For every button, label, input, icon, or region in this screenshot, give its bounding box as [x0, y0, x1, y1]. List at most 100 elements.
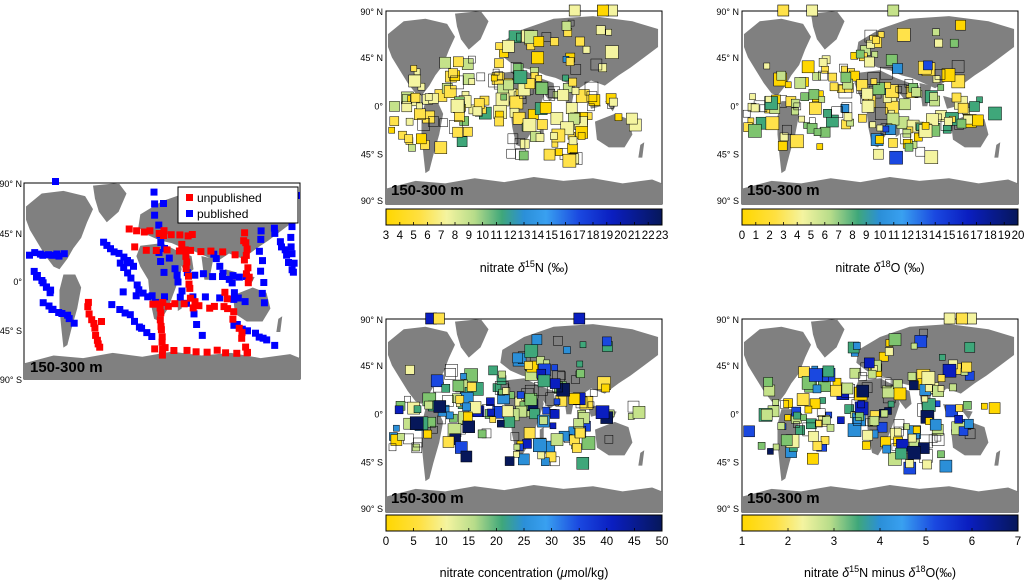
coverage-map: 150-300 m 90° N 45° N 0° 45° S 90° S unp… — [0, 178, 301, 385]
data-square — [791, 107, 799, 116]
published-station — [39, 251, 47, 259]
data-square — [494, 381, 509, 395]
data-square — [847, 423, 862, 437]
data-square — [417, 118, 430, 131]
unpublished-station — [235, 324, 243, 332]
published-station — [252, 329, 259, 337]
unpublished-station — [88, 316, 96, 324]
data-square — [494, 58, 504, 68]
published-station — [176, 293, 184, 301]
coverage-lat-label-0: 0° — [13, 277, 22, 287]
data-square — [539, 416, 548, 425]
published-station — [130, 262, 137, 270]
data-square — [742, 109, 751, 118]
lat-label: 90° N — [360, 7, 383, 17]
data-square — [568, 393, 581, 405]
colorbar-tick-label: 13 — [518, 230, 531, 242]
unpublished-station — [146, 227, 154, 235]
data-square — [388, 126, 395, 134]
data-square — [535, 75, 543, 82]
data-square — [535, 133, 545, 142]
data-square — [412, 443, 420, 452]
unpublished-station — [167, 231, 175, 239]
unpublished-station — [229, 315, 237, 323]
data-square — [537, 119, 548, 130]
data-square — [882, 444, 891, 454]
data-square — [413, 437, 423, 448]
data-square — [869, 416, 880, 426]
data-square — [869, 121, 876, 129]
data-square — [405, 365, 415, 375]
depth-label: 150-300 m — [391, 182, 464, 199]
colorbar-tick-label: 6 — [822, 230, 828, 242]
data-square — [822, 365, 835, 378]
data-square — [408, 74, 421, 88]
colorbar-tick-label: 14 — [531, 230, 544, 242]
data-square — [550, 37, 559, 46]
published-station — [288, 223, 296, 231]
data-square — [772, 399, 779, 406]
colorbar-tick-label: 16 — [956, 230, 969, 242]
unpublished-station — [233, 349, 241, 357]
data-square — [888, 138, 898, 148]
colorbar-tick-label: 50 — [656, 536, 669, 548]
data-square — [809, 398, 821, 410]
data-square — [849, 367, 861, 379]
published-station — [271, 229, 279, 237]
data-square — [857, 400, 865, 409]
data-square — [579, 341, 587, 348]
published-station — [126, 311, 134, 319]
colorbar-tick-label: 18 — [587, 230, 600, 242]
data-square — [889, 150, 903, 165]
published-station — [157, 258, 165, 265]
published-station — [31, 249, 39, 257]
map-panel-d15n: 150-300 m 90° N 45° N 0° 45° S 90° S 3 4 5 6 7 8 9 10… — [360, 4, 668, 275]
data-square — [793, 411, 801, 420]
published-station — [115, 249, 123, 257]
published-station — [257, 235, 265, 243]
data-square — [963, 401, 972, 410]
published-station — [183, 269, 191, 277]
published-station — [116, 306, 124, 313]
coverage-lat-label-45n: 45° N — [0, 229, 22, 239]
coverage-depth-label: 150-300 m — [30, 359, 103, 376]
colorbar-tick-label: 14 — [929, 230, 942, 242]
unpublished-station — [163, 246, 171, 254]
unpublished-station — [149, 300, 157, 308]
data-square — [864, 56, 875, 68]
data-square — [856, 384, 869, 398]
published-station — [58, 310, 66, 317]
published-station — [173, 271, 181, 279]
data-square — [492, 68, 500, 76]
published-station — [151, 200, 159, 208]
unpublished-station — [178, 240, 186, 248]
data-square — [887, 4, 900, 17]
published-station — [110, 248, 118, 256]
data-square — [875, 135, 884, 144]
data-square — [783, 398, 793, 408]
data-square — [806, 418, 817, 430]
colorbar-caption: nitrate δ15N (‰) — [480, 259, 569, 275]
colorbar-tick-label: 19 — [600, 230, 613, 242]
published-station — [257, 267, 265, 275]
data-square — [862, 441, 871, 450]
legend-marker-unpublished — [186, 194, 193, 201]
data-square — [573, 418, 584, 429]
published-station — [43, 283, 50, 291]
data-square — [533, 438, 547, 452]
data-square — [553, 336, 563, 346]
unpublished-station — [170, 347, 178, 354]
published-station — [108, 301, 116, 309]
data-square — [777, 141, 788, 151]
published-station — [52, 178, 59, 185]
data-square — [844, 404, 854, 414]
data-square — [841, 382, 854, 395]
data-square — [852, 417, 862, 426]
published-station — [233, 321, 241, 328]
data-square — [523, 427, 536, 439]
data-square — [922, 459, 932, 470]
lat-label: 90° S — [361, 196, 383, 206]
unpublished-station — [90, 320, 98, 327]
data-square — [828, 72, 837, 82]
colorbar-tick-label: 21 — [628, 230, 641, 242]
